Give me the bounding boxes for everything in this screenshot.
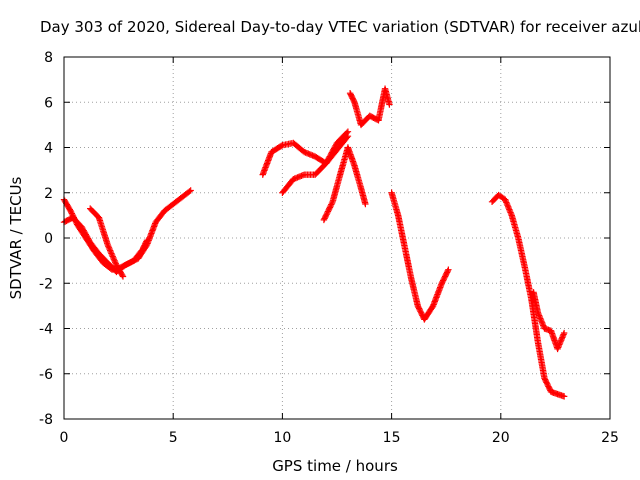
data-point (119, 272, 126, 279)
data-point (328, 201, 335, 208)
x-tick-label: 5 (169, 430, 178, 446)
data-point (560, 393, 568, 400)
data-point (386, 101, 393, 108)
data-point (445, 266, 452, 273)
axis-ticks: 0 5 10 15 20 25 -8 -6 -4 -2 0 2 4 6 8 (39, 50, 619, 446)
x-tick-label: 10 (273, 430, 291, 446)
data-point (362, 200, 369, 208)
y-tick-label: 6 (44, 95, 53, 111)
y-axis-label: SDTVAR / TECUs (7, 176, 25, 299)
series-6 (320, 144, 369, 224)
y-tick-label: -4 (39, 322, 53, 338)
data-point (107, 248, 114, 256)
x-axis-label: GPS time / hours (272, 457, 398, 475)
data-point (109, 253, 116, 260)
data-point (444, 267, 451, 275)
data-point (277, 142, 285, 150)
data-point (108, 250, 115, 257)
gridlines (64, 57, 610, 419)
data-point (560, 329, 568, 337)
data-point (186, 188, 193, 195)
data-point (322, 212, 330, 219)
data-point (324, 208, 332, 215)
series-8 (388, 189, 452, 323)
series-9 (488, 191, 568, 400)
data-point (106, 247, 114, 254)
data-point (143, 238, 150, 245)
data-point (110, 254, 117, 262)
data-point (323, 211, 330, 218)
y-tick-label: 8 (44, 50, 53, 66)
series-10 (530, 289, 568, 353)
data-point (344, 128, 352, 135)
series-5 (279, 128, 352, 196)
chart-title: Day 303 of 2020, Sidereal Day-to-day VTE… (40, 18, 640, 36)
x-tick-label: 0 (60, 430, 69, 446)
data-point (111, 259, 119, 266)
data-point (326, 204, 334, 211)
x-tick-label: 15 (383, 430, 401, 446)
data-point (187, 187, 194, 194)
data-point (325, 206, 332, 214)
y-tick-label: -8 (39, 412, 53, 428)
data-point (321, 215, 328, 222)
data-point (328, 199, 336, 207)
y-tick-label: 2 (44, 186, 53, 202)
data-point (104, 241, 111, 248)
data-point (108, 251, 116, 259)
data-point (350, 97, 358, 105)
data-point (106, 245, 113, 253)
data-point (143, 237, 151, 244)
data-point (119, 273, 127, 280)
data-point (343, 129, 351, 136)
y-tick-label: 4 (44, 141, 53, 157)
data-point (110, 256, 118, 263)
data-point (327, 202, 334, 210)
data-point (320, 216, 328, 224)
x-tick-label: 25 (601, 430, 619, 446)
y-tick-label: -6 (39, 367, 53, 383)
series-7 (346, 85, 393, 129)
data-point (105, 244, 113, 251)
data-point (105, 243, 112, 250)
data-points (60, 85, 568, 400)
y-tick-label: 0 (44, 231, 53, 247)
data-point (326, 205, 333, 212)
data-point (322, 213, 329, 221)
data-point (111, 257, 118, 264)
data-point (324, 209, 331, 217)
x-tick-label: 20 (492, 430, 510, 446)
y-tick-label: -2 (39, 276, 53, 292)
series-3 (87, 205, 127, 280)
